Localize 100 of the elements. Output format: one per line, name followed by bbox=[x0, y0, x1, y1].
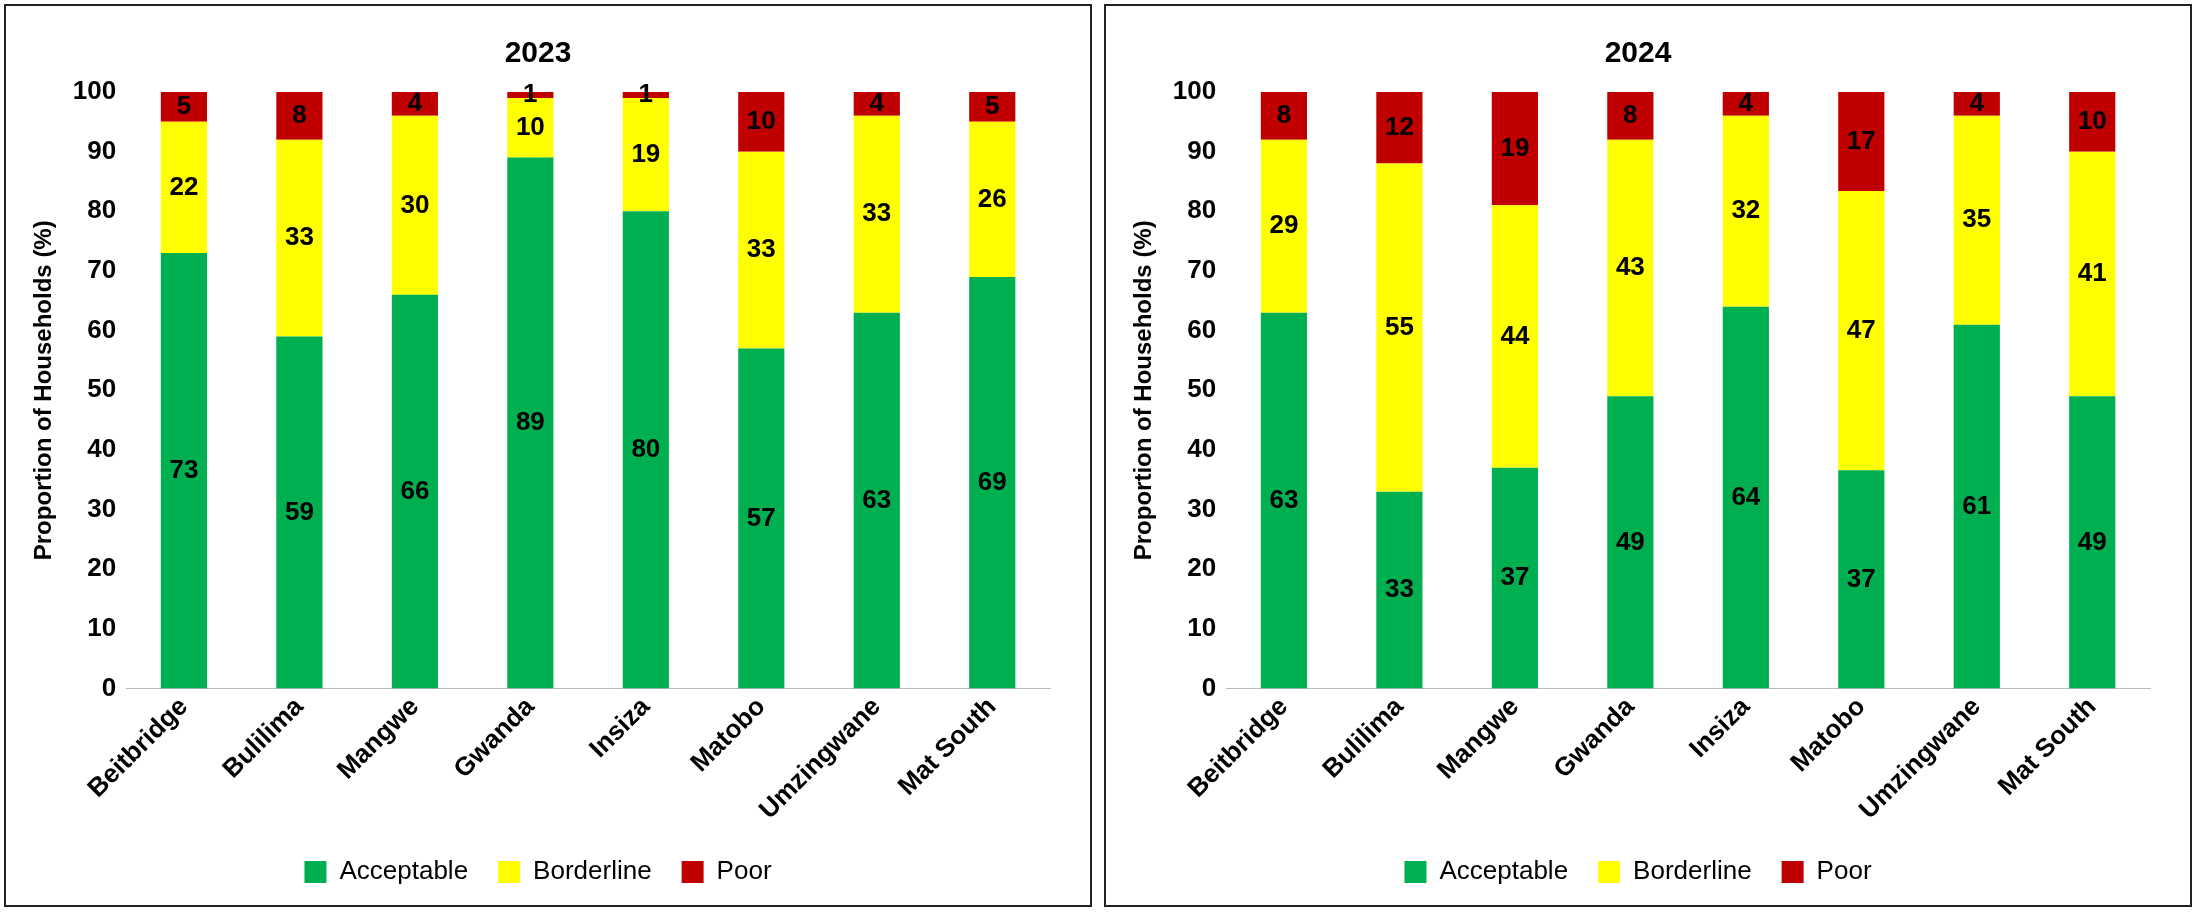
data-label: 66 bbox=[400, 474, 430, 505]
data-label: 32 bbox=[1731, 194, 1761, 225]
bar bbox=[1607, 139, 1654, 397]
y-tick-label: 70 bbox=[87, 254, 117, 285]
y-tick-label: 30 bbox=[1187, 492, 1217, 523]
data-label: 69 bbox=[977, 465, 1007, 496]
data-label: 1 bbox=[638, 78, 654, 109]
bar bbox=[391, 115, 438, 295]
y-tick-label: 100 bbox=[1172, 75, 1217, 106]
data-label: 19 bbox=[631, 137, 661, 168]
y-tick-label: 40 bbox=[87, 433, 117, 464]
data-label: 33 bbox=[862, 197, 892, 228]
bar bbox=[276, 139, 323, 337]
y-tick-label: 90 bbox=[87, 134, 117, 165]
legend-label: Poor bbox=[716, 855, 772, 886]
y-tick-label: 50 bbox=[87, 373, 117, 404]
data-label: 73 bbox=[169, 454, 199, 484]
bar bbox=[853, 312, 900, 689]
data-label: 44 bbox=[1500, 319, 1530, 350]
y-tick-label: 50 bbox=[1187, 373, 1217, 404]
bar bbox=[969, 276, 1016, 689]
y-tick-label: 40 bbox=[1187, 433, 1217, 464]
data-label: 8 bbox=[1623, 99, 1638, 130]
data-label: 80 bbox=[631, 433, 661, 464]
data-label: 89 bbox=[515, 406, 545, 437]
data-label: 49 bbox=[2077, 525, 2107, 556]
bar bbox=[1953, 324, 2000, 689]
bar bbox=[507, 157, 554, 689]
legend-label: Acceptable bbox=[1439, 855, 1569, 886]
y-tick-label: 60 bbox=[1187, 313, 1217, 344]
data-label: 26 bbox=[977, 182, 1007, 213]
data-label: 61 bbox=[1962, 489, 1992, 520]
data-label: 64 bbox=[1731, 480, 1761, 511]
legend-label: Borderline bbox=[533, 855, 652, 886]
bar bbox=[1376, 92, 1423, 164]
data-label: 19 bbox=[1500, 131, 1530, 162]
bar bbox=[853, 115, 900, 313]
y-tick-label: 10 bbox=[1187, 612, 1217, 643]
bar bbox=[1607, 92, 1654, 140]
data-label: 57 bbox=[746, 501, 776, 532]
bar bbox=[2069, 151, 2116, 397]
data-label: 10 bbox=[515, 110, 545, 141]
data-label: 8 bbox=[292, 99, 307, 130]
data-label: 22 bbox=[169, 170, 199, 201]
chart-title: 2023 bbox=[504, 35, 572, 69]
data-label: 55 bbox=[1384, 310, 1414, 341]
data-label: 43 bbox=[1615, 251, 1645, 282]
bar bbox=[276, 92, 323, 140]
data-label: 35 bbox=[1962, 203, 1992, 234]
y-tick-label: 60 bbox=[87, 313, 117, 344]
data-label: 1 bbox=[523, 78, 538, 109]
y-tick-label: 0 bbox=[1201, 671, 1217, 702]
data-label: 30 bbox=[400, 188, 430, 219]
bar bbox=[738, 348, 785, 689]
bar bbox=[1722, 306, 1769, 689]
data-label: 33 bbox=[284, 221, 314, 252]
data-label: 47 bbox=[1846, 313, 1876, 344]
data-label: 4 bbox=[869, 87, 885, 118]
legend-label: Acceptable bbox=[339, 855, 469, 886]
data-label: 10 bbox=[2077, 105, 2107, 135]
data-label: 37 bbox=[1500, 561, 1530, 592]
bar bbox=[1838, 191, 1885, 471]
y-tick-label: 90 bbox=[1187, 134, 1217, 165]
y-tick-label: 30 bbox=[87, 492, 117, 523]
data-label: 4 bbox=[407, 87, 423, 118]
bar bbox=[391, 294, 438, 689]
bar bbox=[160, 253, 208, 689]
bar bbox=[1376, 491, 1423, 689]
data-label: 5 bbox=[985, 90, 1000, 121]
bar bbox=[1376, 163, 1423, 492]
bar bbox=[1838, 470, 1885, 689]
data-label: 49 bbox=[1615, 525, 1645, 556]
data-label: 4 bbox=[1738, 87, 1754, 118]
data-label: 12 bbox=[1384, 110, 1414, 141]
data-label: 10 bbox=[746, 105, 776, 135]
data-label: 8 bbox=[1276, 99, 1292, 130]
bar bbox=[1491, 92, 1538, 206]
data-label: 4 bbox=[1969, 87, 1985, 118]
data-label: 63 bbox=[1269, 483, 1299, 514]
data-label: 59 bbox=[284, 495, 314, 526]
y-tick-label: 10 bbox=[87, 612, 117, 643]
data-label: 17 bbox=[1846, 124, 1876, 155]
y-axis-title: Proportion of Households (%) bbox=[29, 220, 57, 561]
data-label: 41 bbox=[2077, 257, 2107, 288]
y-tick-label: 70 bbox=[1187, 254, 1217, 285]
y-tick-label: 80 bbox=[1187, 194, 1217, 225]
legend-label: Poor bbox=[1816, 855, 1872, 886]
bar bbox=[276, 336, 323, 689]
bar bbox=[1838, 92, 1885, 192]
y-tick-label: 20 bbox=[87, 552, 117, 583]
bar bbox=[1491, 205, 1538, 468]
bar bbox=[1260, 139, 1308, 313]
data-label: 63 bbox=[862, 483, 892, 514]
y-tick-label: 20 bbox=[1187, 552, 1217, 583]
legend-label: Borderline bbox=[1633, 855, 1752, 886]
data-label: 29 bbox=[1269, 209, 1299, 240]
y-tick-label: 0 bbox=[101, 671, 117, 702]
bar bbox=[969, 121, 1016, 277]
data-label: 5 bbox=[176, 90, 192, 121]
data-label: 33 bbox=[746, 233, 776, 264]
